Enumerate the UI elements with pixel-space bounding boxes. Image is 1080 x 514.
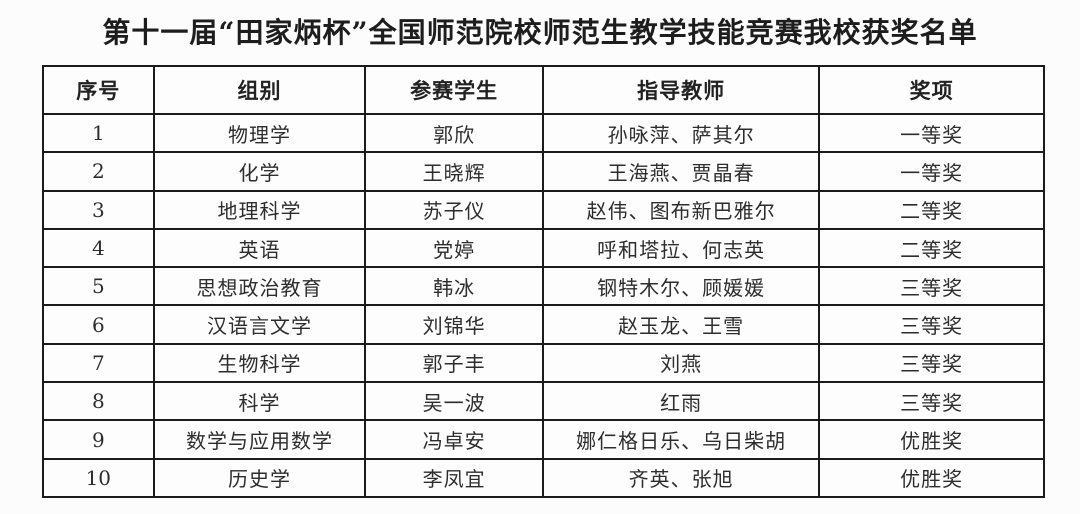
cell-group: 化学 xyxy=(152,151,367,192)
table-row: 1 物理学 郭欣 孙咏萍、萨其尔 一等奖 xyxy=(42,112,1045,154)
award-table: 序号 组别 参赛学生 指导教师 奖项 1 物理学 郭欣 孙咏萍、萨其尔 一等奖 … xyxy=(42,65,1045,499)
cell-group: 地理科学 xyxy=(152,189,367,230)
cell-index: 4 xyxy=(42,227,155,269)
page-title: 第十一届“田家炳杯”全国师范院校师范生教学技能竞赛我校获奖名单 xyxy=(102,16,978,49)
cell-award: 二等奖 xyxy=(818,227,1045,269)
cell-award: 优胜奖 xyxy=(818,419,1045,460)
cell-student: 冯卓安 xyxy=(364,419,544,460)
cell-group: 物理学 xyxy=(152,112,367,154)
cell-advisors: 孙咏萍、萨其尔 xyxy=(541,112,821,154)
cell-student: 苏子仪 xyxy=(364,189,544,230)
table-row: 7 生物科学 郭子丰 刘燕 三等奖 xyxy=(42,342,1045,384)
cell-student: 李凤宜 xyxy=(364,457,544,499)
header-index: 序号 xyxy=(42,65,155,115)
cell-index: 7 xyxy=(42,342,155,384)
cell-student: 韩冰 xyxy=(364,266,544,307)
cell-student: 党婷 xyxy=(364,227,544,269)
cell-group: 生物科学 xyxy=(152,342,367,384)
cell-index: 1 xyxy=(42,112,155,154)
header-award: 奖项 xyxy=(818,65,1045,115)
header-advisors: 指导教师 xyxy=(541,65,821,115)
cell-index: 8 xyxy=(42,381,155,422)
cell-student: 王晓辉 xyxy=(364,151,544,192)
cell-award: 二等奖 xyxy=(818,189,1045,230)
cell-advisors: 王海燕、贾晶春 xyxy=(541,151,821,192)
table-row: 3 地理科学 苏子仪 赵伟、图布新巴雅尔 二等奖 xyxy=(42,189,1045,230)
table-row: 2 化学 王晓辉 王海燕、贾晶春 一等奖 xyxy=(42,151,1045,192)
cell-advisors: 刘燕 xyxy=(541,342,821,384)
cell-student: 郭子丰 xyxy=(364,342,544,384)
table-header-row: 序号 组别 参赛学生 指导教师 奖项 xyxy=(42,65,1045,115)
table-row: 9 数学与应用数学 冯卓安 娜仁格日乐、乌日柴胡 优胜奖 xyxy=(42,419,1045,460)
cell-award: 三等奖 xyxy=(818,266,1045,307)
cell-group: 英语 xyxy=(152,227,367,269)
cell-student: 吴一波 xyxy=(364,381,544,422)
cell-index: 10 xyxy=(42,457,155,499)
cell-award: 一等奖 xyxy=(818,151,1045,192)
cell-advisors: 齐英、张旭 xyxy=(541,457,821,499)
cell-group: 科学 xyxy=(152,381,367,422)
table-row: 8 科学 吴一波 红雨 三等奖 xyxy=(42,381,1045,422)
cell-advisors: 赵伟、图布新巴雅尔 xyxy=(541,189,821,230)
cell-advisors: 赵玉龙、王雪 xyxy=(541,304,821,345)
header-group: 组别 xyxy=(152,65,367,115)
cell-award: 三等奖 xyxy=(818,381,1045,422)
cell-index: 3 xyxy=(42,189,155,230)
cell-award: 优胜奖 xyxy=(818,457,1045,499)
cell-award: 三等奖 xyxy=(818,304,1045,345)
table-row: 5 思想政治教育 韩冰 钢特木尔、顾媛媛 三等奖 xyxy=(42,266,1045,307)
cell-award: 三等奖 xyxy=(818,342,1045,384)
cell-group: 思想政治教育 xyxy=(152,266,367,307)
cell-group: 汉语言文学 xyxy=(152,304,367,345)
cell-advisors: 呼和塔拉、何志英 xyxy=(541,227,821,269)
cell-advisors: 红雨 xyxy=(541,381,821,422)
table-row: 4 英语 党婷 呼和塔拉、何志英 二等奖 xyxy=(42,227,1045,269)
cell-student: 郭欣 xyxy=(364,112,544,154)
cell-group: 历史学 xyxy=(152,457,367,499)
table-row: 10 历史学 李凤宜 齐英、张旭 优胜奖 xyxy=(42,457,1045,499)
header-student: 参赛学生 xyxy=(364,65,544,115)
cell-index: 9 xyxy=(42,419,155,460)
cell-index: 5 xyxy=(42,266,155,307)
cell-advisors: 钢特木尔、顾媛媛 xyxy=(541,266,821,307)
cell-advisors: 娜仁格日乐、乌日柴胡 xyxy=(541,419,821,460)
cell-index: 6 xyxy=(42,304,155,345)
table-row: 6 汉语言文学 刘锦华 赵玉龙、王雪 三等奖 xyxy=(42,304,1045,345)
cell-student: 刘锦华 xyxy=(364,304,544,345)
cell-index: 2 xyxy=(42,151,155,192)
cell-group: 数学与应用数学 xyxy=(152,419,367,460)
cell-award: 一等奖 xyxy=(818,112,1045,154)
